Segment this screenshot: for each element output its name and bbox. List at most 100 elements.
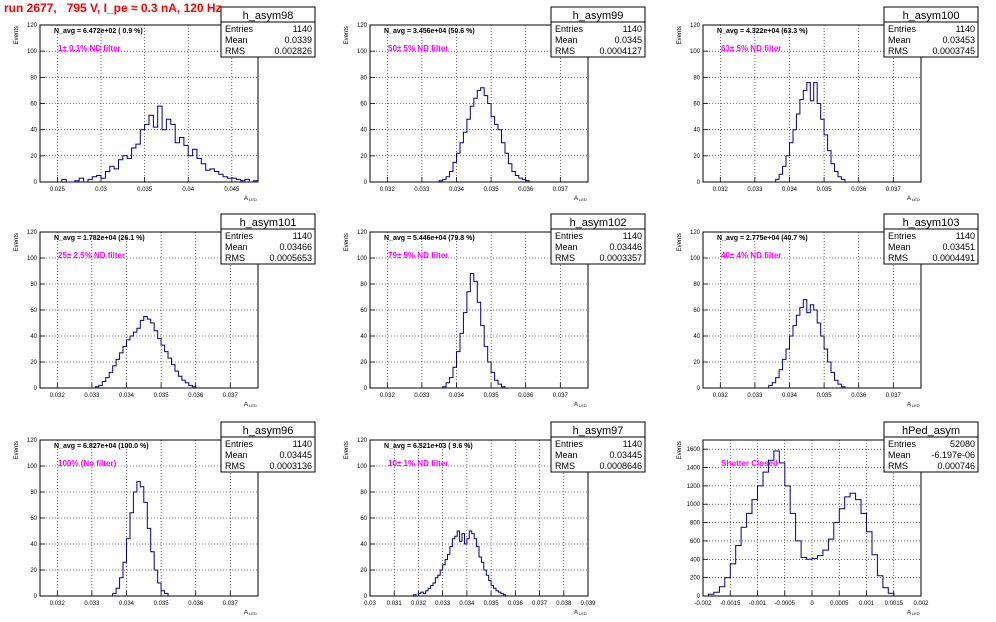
chart-panel-h_asym103: 0.032 0.033 0.034 0.035 0.036 0.037 0 20 40 60 80 1… — [677, 213, 979, 408]
x-tick-label: 0.032 — [713, 393, 729, 399]
stats-box — [883, 213, 979, 265]
y-tick-label: 80 — [360, 75, 367, 81]
y-tick-label: 60 — [360, 308, 367, 314]
stat-value-mean: 0.03446 — [609, 242, 642, 252]
x-tick-label: 0.034 — [459, 601, 475, 607]
stat-value-mean: 0.0339 — [284, 35, 312, 45]
stat-label-rms: RMS — [888, 46, 908, 56]
x-tick-label: 0.03 — [95, 187, 107, 193]
chart-panel-h_asym102: 0.032 0.033 0.034 0.035 0.036 0.037 0 20 40 60 80 1… — [344, 213, 646, 408]
histogram-line — [442, 273, 506, 388]
stats-box — [883, 6, 979, 58]
y-tick-label: 60 — [360, 102, 367, 108]
chart-panel-h_asym97: 0.03 0.031 0.032 0.033 0.034 0.035 0.036 0.037 0… — [344, 421, 646, 616]
stat-value-entries: 1140 — [956, 24, 975, 34]
x-tick-label: 0.04 — [182, 187, 194, 193]
n-avg-annotation: N_avg = 3.456e+04 (50.6 %) — [384, 28, 475, 35]
histogram-line — [413, 530, 507, 597]
y-tick-label: 100 — [357, 464, 368, 470]
stat-label-rms: RMS — [225, 46, 245, 56]
x-tick-label: 0.039 — [580, 601, 596, 607]
x-axis-label: A — [244, 196, 248, 202]
y-tick-label: 40 — [30, 334, 37, 340]
histogram-name: h_asym102 — [570, 217, 627, 229]
x-tick-label: 0.037 — [532, 601, 548, 607]
x-axis-label: A — [907, 610, 911, 616]
stat-label-rms: RMS — [888, 253, 908, 263]
stat-value-rms: 0.0008646 — [599, 461, 642, 471]
y-tick-label: 20 — [30, 360, 37, 366]
stat-label-entries: Entries — [888, 24, 917, 34]
n-avg-annotation: N_avg = 6.521e+03 ( 9.6 %) — [384, 443, 473, 450]
y-tick-label: 80 — [30, 490, 37, 496]
y-tick-label: 20 — [360, 568, 367, 574]
stats-box — [550, 6, 646, 58]
x-tick-label: 0.001 — [859, 601, 875, 607]
x-tick-label: 0.035 — [484, 393, 500, 399]
x-tick-label: 0.035 — [817, 187, 833, 193]
y-tick-label: 120 — [27, 230, 38, 236]
y-axis-label: Events — [677, 26, 683, 44]
histogram-line — [94, 316, 197, 388]
y-tick-label: 80 — [30, 75, 37, 81]
x-axis-label: A — [907, 402, 911, 408]
y-tick-label: 80 — [693, 282, 700, 288]
y-tick-label: 20 — [30, 568, 37, 574]
histogram-name: h_asym98 — [243, 10, 294, 22]
x-tick-label: 0.037 — [553, 187, 569, 193]
x-tick-label: 0.033 — [414, 187, 430, 193]
x-tick-label: 0.037 — [223, 393, 239, 399]
x-tick-label: 0.002 — [913, 601, 929, 607]
stat-label-rms: RMS — [555, 253, 575, 263]
histogram-name: h_asym101 — [240, 217, 297, 229]
y-tick-label: 100 — [27, 256, 38, 262]
stats-box — [550, 421, 646, 473]
stat-label-rms: RMS — [555, 461, 575, 471]
y-tick-label: 120 — [690, 230, 701, 236]
y-tick-label: 60 — [360, 516, 367, 522]
y-tick-label: 0 — [697, 386, 701, 392]
y-tick-label: 120 — [357, 23, 368, 29]
y-tick-label: 400 — [690, 557, 701, 563]
stat-value-mean: 0.03445 — [609, 450, 642, 460]
histogram-name: h_asym100 — [903, 10, 960, 22]
stat-value-entries: 1140 — [623, 231, 642, 241]
x-tick-label: 0.0015 — [885, 601, 904, 607]
filter-note: Shutter Closed — [721, 459, 778, 468]
y-axis-label: Events — [344, 26, 350, 44]
stat-value-rms: 0.0003745 — [932, 46, 975, 56]
x-tick-label: 0.0005 — [830, 601, 849, 607]
y-tick-label: 0 — [364, 386, 368, 392]
y-tick-label: 120 — [357, 438, 368, 444]
stat-label-mean: Mean — [888, 450, 911, 460]
x-tick-label: 0.033 — [84, 601, 100, 607]
stat-label-mean: Mean — [888, 35, 911, 45]
histogram-name: h_asym99 — [573, 10, 624, 22]
y-tick-label: 0 — [34, 594, 38, 600]
y-tick-label: 0 — [364, 594, 368, 600]
y-tick-label: 1200 — [687, 484, 701, 490]
y-tick-label: 120 — [27, 438, 38, 444]
x-axis-label-sub: LED — [249, 403, 257, 408]
y-tick-label: 1400 — [687, 466, 701, 472]
stat-value-mean: -6.197e-06 — [931, 450, 975, 460]
histogram-name: hPed_asym — [902, 425, 960, 437]
histogram-name: h_asym103 — [903, 217, 960, 229]
stat-value-entries: 1140 — [293, 231, 312, 241]
y-axis-label: Events — [677, 441, 683, 459]
x-axis-label: A — [244, 402, 248, 408]
y-tick-label: 100 — [357, 49, 368, 55]
x-tick-label: 0.036 — [851, 187, 867, 193]
n-avg-annotation: N_avg = 4.322e+04 (63.3 %) — [717, 28, 808, 35]
x-axis-label: A — [574, 402, 578, 408]
y-tick-label: 20 — [30, 154, 37, 160]
filter-note: 25± 2.5% ND filter — [58, 251, 125, 260]
stats-box — [883, 421, 979, 473]
y-tick-label: 100 — [357, 256, 368, 262]
stat-label-mean: Mean — [555, 35, 578, 45]
stat-value-entries: 1140 — [293, 24, 312, 34]
n-avg-annotation: N_avg = 1.782e+04 (26.1 %) — [54, 235, 145, 242]
y-tick-label: 40 — [360, 334, 367, 340]
histogram-line — [61, 105, 259, 183]
stat-value-mean: 0.03466 — [279, 242, 312, 252]
